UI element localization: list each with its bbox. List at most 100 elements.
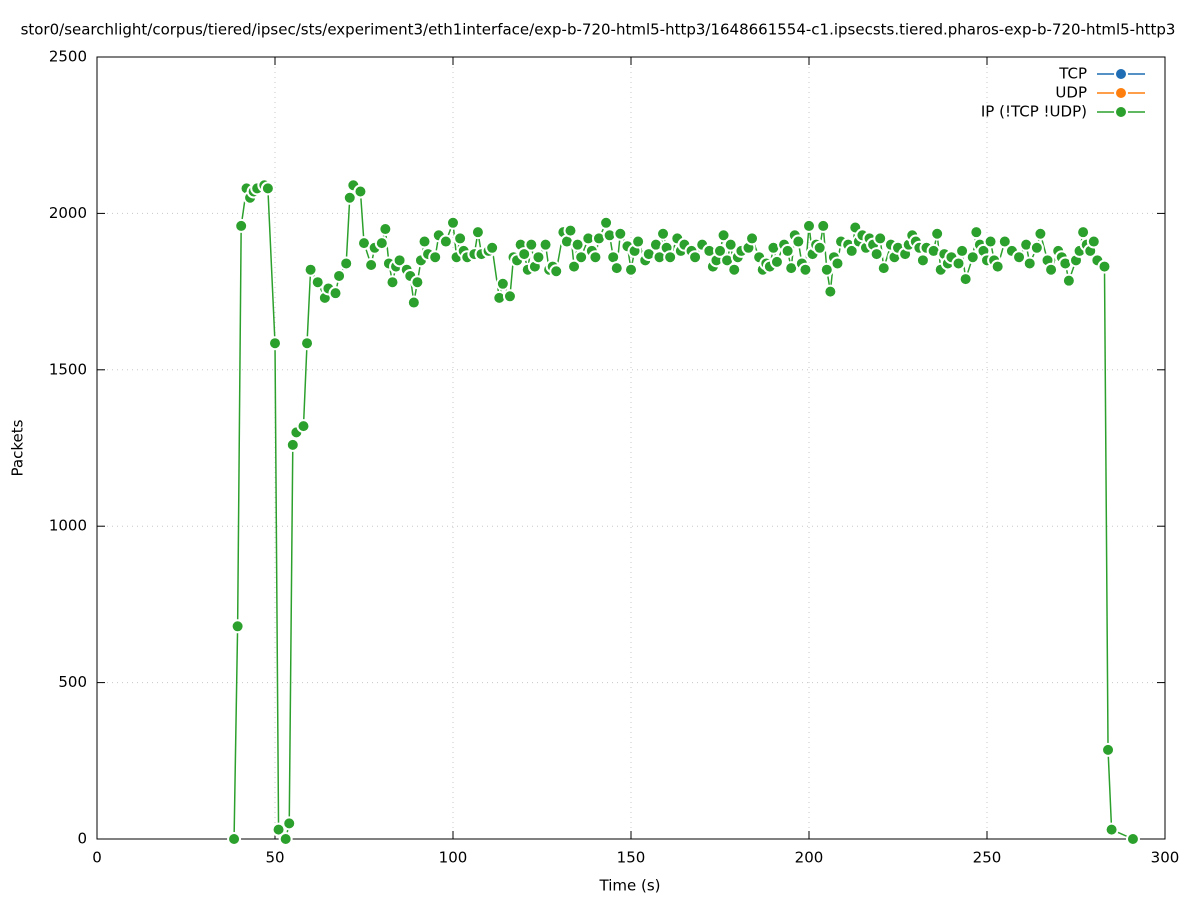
y-tick-label: 2000 bbox=[49, 204, 87, 222]
data-point bbox=[599, 215, 614, 230]
data-point bbox=[524, 237, 539, 252]
data-point bbox=[410, 275, 425, 290]
data-point bbox=[296, 419, 311, 434]
data-point bbox=[812, 240, 827, 255]
data-point bbox=[332, 268, 347, 283]
data-point bbox=[285, 437, 300, 452]
data-point bbox=[958, 272, 973, 287]
data-point bbox=[310, 275, 325, 290]
x-tick-label: 250 bbox=[973, 849, 1002, 867]
data-point bbox=[1076, 225, 1091, 240]
data-point bbox=[983, 234, 998, 249]
data-point bbox=[339, 256, 354, 271]
data-point bbox=[374, 236, 389, 251]
data-point bbox=[745, 231, 760, 246]
data-point bbox=[1104, 822, 1119, 837]
data-point bbox=[278, 832, 293, 846]
data-point bbox=[656, 226, 671, 241]
y-tick-label: 0 bbox=[77, 830, 87, 848]
data-point bbox=[300, 336, 315, 351]
legend-marker bbox=[1114, 67, 1128, 81]
y-axis-label: Packets bbox=[9, 419, 27, 476]
data-point bbox=[364, 258, 379, 273]
legend-marker bbox=[1114, 86, 1128, 100]
data-point bbox=[260, 181, 275, 196]
x-tick-label: 0 bbox=[92, 849, 102, 867]
y-tick-label: 1500 bbox=[49, 360, 87, 378]
data-point bbox=[965, 250, 980, 265]
data-point bbox=[955, 243, 970, 258]
x-axis-label: Time (s) bbox=[599, 877, 661, 895]
data-point bbox=[713, 243, 727, 258]
data-point bbox=[303, 262, 318, 277]
data-point bbox=[538, 237, 553, 252]
data-point bbox=[1012, 250, 1027, 265]
y-tick-label: 1000 bbox=[49, 517, 87, 535]
data-point bbox=[428, 250, 443, 265]
data-point bbox=[574, 250, 589, 265]
data-point bbox=[631, 234, 646, 249]
data-point bbox=[1125, 832, 1140, 846]
data-point bbox=[990, 259, 1005, 274]
data-point bbox=[470, 225, 485, 240]
data-point bbox=[951, 256, 966, 271]
y-tick-label: 500 bbox=[58, 673, 87, 691]
data-point bbox=[876, 261, 891, 276]
data-point bbox=[1097, 259, 1112, 274]
data-point bbox=[823, 284, 838, 299]
data-point bbox=[1022, 256, 1037, 271]
data-point bbox=[969, 225, 984, 240]
data-point bbox=[446, 215, 460, 230]
data-point bbox=[688, 250, 703, 265]
data-point bbox=[453, 231, 468, 246]
chart-title: stor0/searchlight/corpus/tiered/ipsec/st… bbox=[21, 21, 1176, 39]
data-point bbox=[1061, 273, 1076, 288]
data-point bbox=[802, 218, 816, 233]
data-point bbox=[1033, 226, 1048, 241]
x-tick-label: 200 bbox=[795, 849, 824, 867]
data-point bbox=[869, 247, 884, 262]
data-point bbox=[328, 286, 343, 301]
data-point bbox=[342, 190, 357, 205]
data-point bbox=[915, 253, 930, 268]
data-point bbox=[1101, 742, 1116, 757]
data-point bbox=[830, 256, 845, 271]
data-point bbox=[930, 226, 945, 241]
data-point bbox=[798, 262, 813, 277]
data-point bbox=[230, 619, 245, 634]
legend-marker bbox=[1114, 105, 1128, 119]
data-point bbox=[588, 250, 603, 265]
data-point bbox=[485, 240, 500, 255]
data-point bbox=[406, 295, 421, 310]
legend-label: TCP bbox=[1058, 65, 1087, 83]
data-point bbox=[517, 247, 532, 262]
data-point bbox=[495, 276, 510, 291]
series-line bbox=[233, 183, 1134, 841]
data-point bbox=[392, 253, 407, 268]
y-tick-label: 2500 bbox=[49, 48, 87, 66]
data-point bbox=[1086, 234, 1101, 249]
data-point bbox=[438, 234, 453, 249]
data-point bbox=[1044, 262, 1059, 277]
legend-label: UDP bbox=[1055, 84, 1087, 102]
data-point bbox=[780, 243, 795, 258]
data-point bbox=[819, 262, 834, 277]
data-point bbox=[663, 250, 678, 265]
data-point bbox=[624, 262, 638, 277]
data-point bbox=[570, 237, 585, 252]
data-point bbox=[873, 231, 888, 246]
x-tick-label: 100 bbox=[439, 849, 468, 867]
data-point bbox=[268, 336, 282, 351]
data-point bbox=[227, 832, 242, 846]
data-point bbox=[353, 184, 368, 199]
plot-frame bbox=[96, 56, 1166, 840]
data-point bbox=[716, 228, 731, 243]
legend-label: IP (!TCP !UDP) bbox=[981, 103, 1087, 121]
data-point bbox=[1029, 240, 1044, 255]
data-point bbox=[378, 222, 393, 237]
data-point bbox=[844, 243, 859, 258]
data-point bbox=[502, 289, 517, 304]
data-point bbox=[613, 226, 628, 241]
